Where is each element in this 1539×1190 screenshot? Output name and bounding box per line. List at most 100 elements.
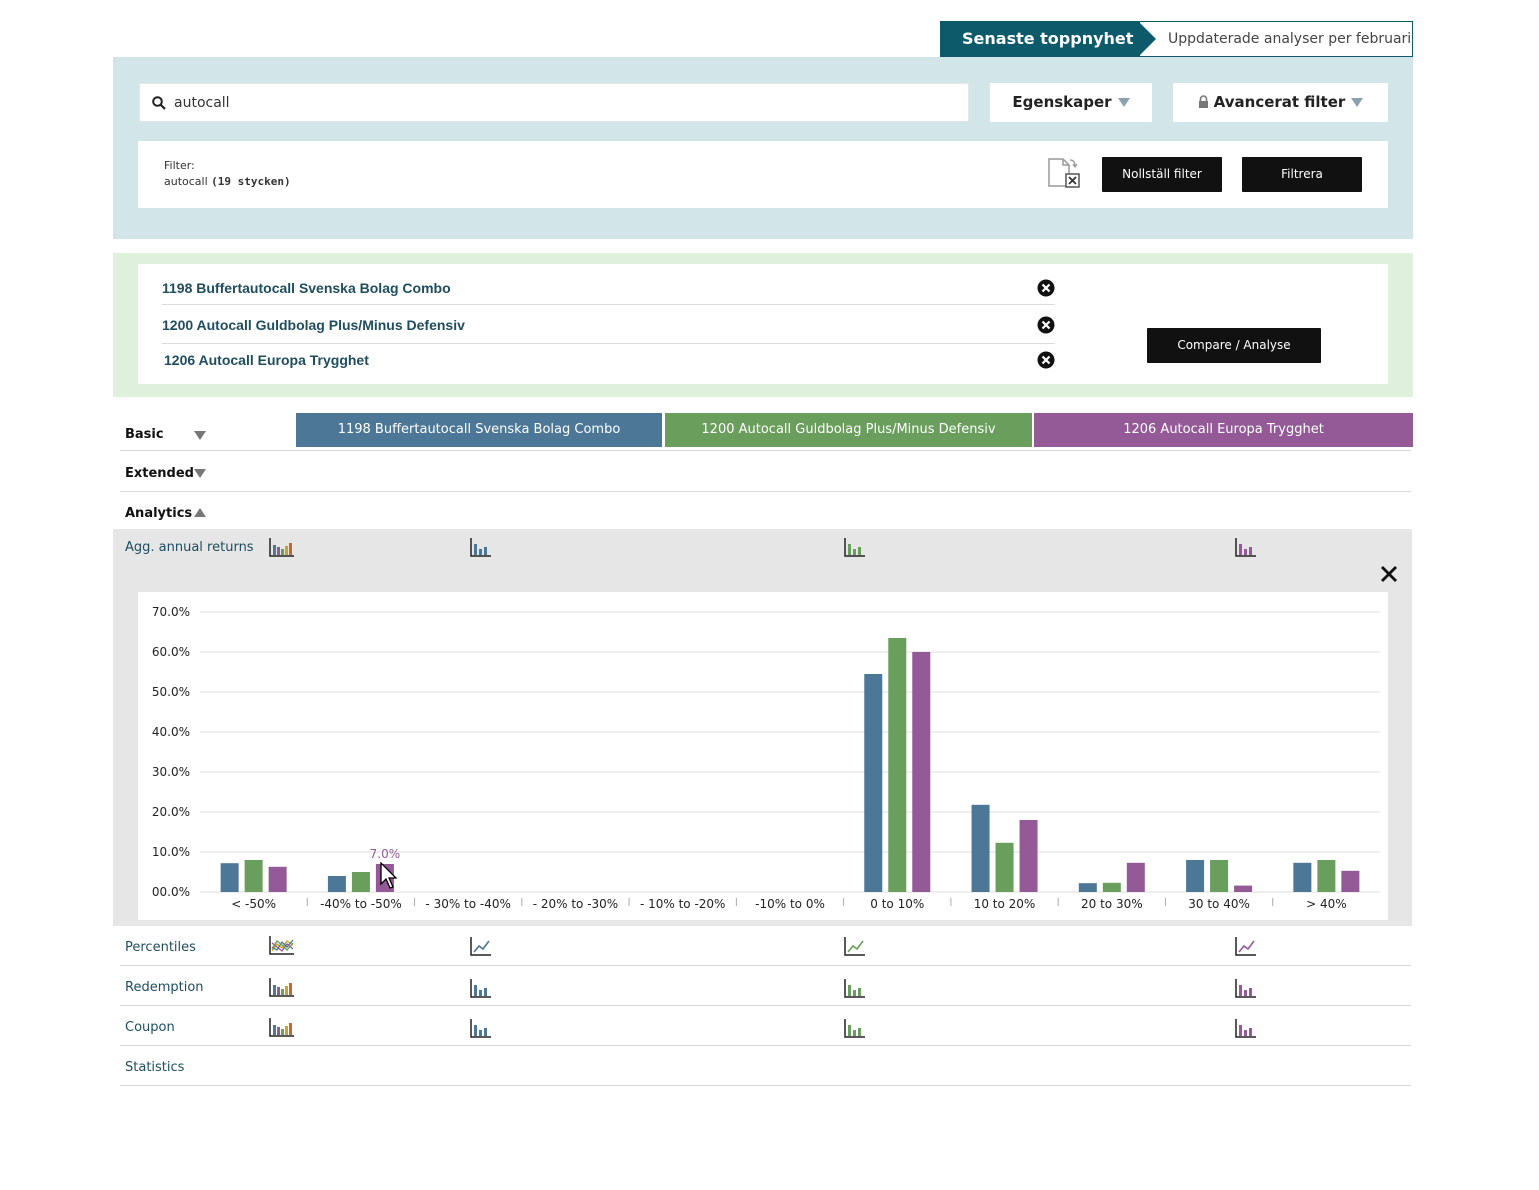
filter-label: Filter: [164, 159, 195, 172]
bar-chart-icon[interactable] [844, 1018, 870, 1038]
divider [120, 1085, 1411, 1086]
x-tick-label: - 20% to -30% [533, 897, 619, 911]
close-icon[interactable] [1380, 565, 1398, 583]
bar [1126, 862, 1145, 892]
x-tick-label: 10 to 20% [974, 897, 1036, 911]
y-tick-label: 60.0% [152, 645, 190, 659]
y-tick-label: 40.0% [152, 725, 190, 739]
bar [1234, 885, 1253, 892]
multi-bar-chart-icon[interactable] [269, 977, 295, 997]
bar-chart-icon[interactable] [1235, 537, 1261, 557]
properties-dropdown-label: Egenskaper [1012, 93, 1112, 111]
bar [327, 876, 346, 892]
y-tick-label: 00.0% [152, 885, 190, 899]
advanced-filter-label: Avancerat filter [1213, 93, 1346, 111]
bar [888, 638, 907, 892]
bar [1210, 860, 1229, 892]
y-tick-label: 50.0% [152, 685, 190, 699]
bar-chart-icon[interactable] [844, 978, 870, 998]
agg-annual-returns-chart: 00.0% 10.0% 20.0% 30.0% 40.0% 50.0% 60.0% 70.0%… [152, 605, 1380, 911]
reset-filter-button[interactable]: Nollställ filter [1102, 157, 1222, 192]
row-coupon[interactable]: Coupon [125, 1020, 175, 1035]
filter-term: autocall [164, 175, 208, 188]
bar-hover-label: 7.0% [370, 847, 401, 861]
bar [351, 872, 370, 892]
bar [912, 652, 931, 892]
row-agg-annual-returns[interactable]: Agg. annual returns [125, 540, 254, 555]
multi-line-chart-icon[interactable] [269, 935, 295, 955]
bar [995, 842, 1014, 892]
y-tick-label: 20.0% [152, 805, 190, 819]
selected-products-list [138, 264, 1388, 384]
clear-document-icon[interactable] [1046, 156, 1082, 190]
compare-analyse-button[interactable]: Compare / Analyse [1147, 328, 1321, 363]
bar-chart-icon[interactable] [844, 537, 870, 557]
ticker-arrow [1138, 21, 1156, 57]
search-box[interactable] [139, 83, 969, 122]
row-redemption[interactable]: Redemption [125, 980, 204, 995]
apply-filter-button[interactable]: Filtrera [1242, 157, 1362, 192]
multi-bar-chart-icon[interactable] [269, 537, 295, 557]
section-basic[interactable]: Basic [125, 427, 164, 442]
lock-icon [1198, 94, 1208, 108]
bar-chart-icon[interactable] [1235, 1018, 1261, 1038]
line-chart-icon[interactable] [1235, 936, 1261, 956]
bar [220, 863, 239, 892]
x-tick-label: 30 to 40% [1188, 897, 1250, 911]
divider [162, 343, 1055, 344]
bar [268, 866, 287, 892]
divider [120, 450, 1411, 451]
divider [120, 965, 1411, 966]
search-input[interactable] [174, 84, 954, 121]
x-tick-label: 20 to 30% [1081, 897, 1143, 911]
filter-value: autocall (19 stycken) [164, 175, 291, 188]
x-tick-label: -10% to 0% [755, 897, 825, 911]
bar-chart-icon[interactable] [470, 537, 496, 557]
chevron-down-icon [1351, 98, 1364, 107]
remove-circle-icon[interactable] [1037, 351, 1055, 369]
properties-dropdown[interactable]: Egenskaper [990, 83, 1152, 122]
chevron-down-icon [1117, 98, 1130, 107]
x-tick-label: - 30% to -40% [425, 897, 511, 911]
section-extended[interactable]: Extended [125, 466, 194, 481]
news-ticker-headline[interactable]: Uppdaterade analyser per februari [1138, 21, 1413, 57]
section-analytics[interactable]: Analytics [125, 506, 193, 521]
x-tick-label: -40% to -50% [320, 897, 402, 911]
bar-chart-icon[interactable] [470, 978, 496, 998]
x-tick-label: < -50% [231, 897, 276, 911]
selected-product-name[interactable]: 1198 Buffertautocall Svenska Bolag Combo [162, 280, 451, 296]
row-percentiles[interactable]: Percentiles [125, 940, 196, 955]
divider [120, 1045, 1411, 1046]
selected-product-name[interactable]: 1206 Autocall Europa Trygghet [164, 352, 369, 368]
x-tick-label: 0 to 10% [870, 897, 924, 911]
bar [1102, 882, 1121, 892]
divider [162, 304, 1055, 305]
divider [120, 491, 1411, 492]
line-chart-icon[interactable] [844, 936, 870, 956]
bar [1317, 860, 1336, 892]
search-icon [152, 96, 166, 110]
mouse-cursor-icon [380, 862, 398, 889]
advanced-filter-dropdown[interactable]: Avancerat filter [1173, 83, 1388, 122]
chevron-up-icon[interactable] [194, 508, 206, 517]
bar [971, 804, 990, 892]
remove-circle-icon[interactable] [1037, 279, 1055, 297]
bar [1293, 862, 1312, 892]
chevron-down-icon[interactable] [194, 431, 206, 440]
chart-container: 00.0% 10.0% 20.0% 30.0% 40.0% 50.0% 60.0% 70.0%… [138, 592, 1388, 920]
news-ticker-label: Senaste toppnyhet [940, 21, 1140, 57]
multi-bar-chart-icon[interactable] [269, 1017, 295, 1037]
filter-count: (19 stycken) [211, 175, 291, 188]
bar [1341, 870, 1360, 892]
line-chart-icon[interactable] [470, 936, 496, 956]
bar [1078, 883, 1097, 892]
row-statistics[interactable]: Statistics [125, 1060, 185, 1075]
bar-chart-icon[interactable] [1235, 978, 1261, 998]
selected-product-name[interactable]: 1200 Autocall Guldbolag Plus/Minus Defen… [162, 317, 465, 333]
bar [244, 860, 263, 892]
remove-circle-icon[interactable] [1037, 316, 1055, 334]
bar [864, 674, 883, 892]
y-tick-label: 30.0% [152, 765, 190, 779]
bar-chart-icon[interactable] [470, 1018, 496, 1038]
chevron-down-icon[interactable] [194, 469, 206, 478]
